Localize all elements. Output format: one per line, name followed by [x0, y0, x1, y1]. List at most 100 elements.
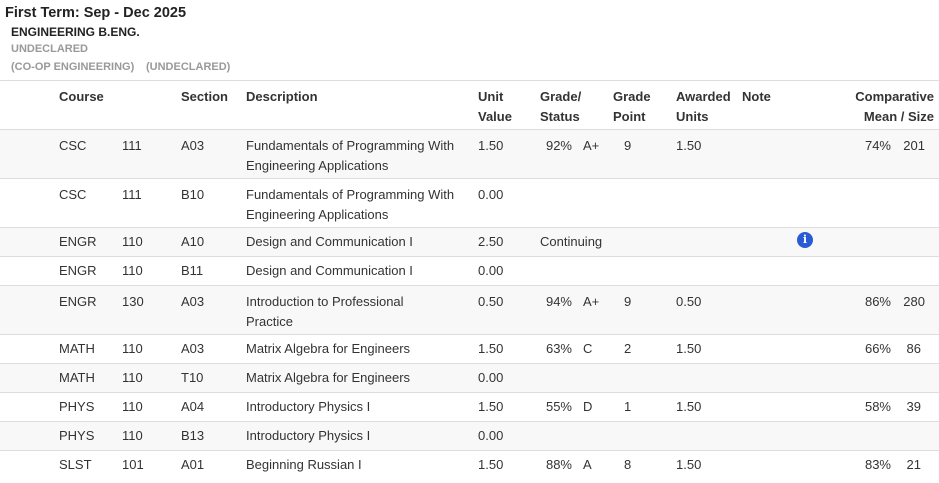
section: T10 [181, 370, 204, 385]
col-awarded-units: Awarded Units [676, 87, 731, 127]
course-subject: ENGR [59, 234, 97, 249]
class-size: 86 [906, 341, 921, 356]
letter-grade: C [583, 341, 593, 356]
col-comparative-line2: Mean / Size [863, 109, 934, 124]
description: Beginning Russian I [246, 457, 362, 472]
option-line: (CO-OP ENGINEERING) (UNDECLARED) [11, 61, 230, 73]
class-size: 39 [906, 399, 921, 414]
section: A03 [181, 341, 205, 356]
program-name: ENGINEERING B.ENG. [11, 25, 140, 39]
unit-value: 2.50 [478, 234, 504, 249]
table-row: CSC 111 B10 Fundamentals of Programming … [0, 179, 939, 228]
course-subject: PHYS [59, 399, 95, 414]
description: Matrix Algebra for Engineers [246, 341, 411, 356]
comparative-mean: 66% [864, 341, 891, 356]
course-subject: ENGR [59, 294, 97, 309]
course-number: 101 [122, 457, 144, 472]
divider [0, 80, 939, 81]
option-label: (CO-OP ENGINEERING) [11, 61, 135, 73]
course-number: 110 [122, 428, 143, 443]
grade-percent: 88% [545, 457, 572, 472]
class-size: 280 [903, 294, 925, 309]
col-comparative-line1: Comparative [855, 89, 934, 104]
comparative-mean: 86% [864, 294, 891, 309]
unit-value: 1.50 [478, 138, 504, 153]
grade-percent: 55% [545, 399, 572, 414]
table-row: PHYS 110 A04 Introductory Physics I 1.50… [0, 393, 939, 422]
course-number: 110 [122, 234, 143, 249]
col-unit-value-line2: Value [478, 109, 512, 124]
section: B13 [181, 428, 205, 443]
unit-value: 1.50 [478, 399, 504, 414]
description: Design and Communication I [246, 234, 413, 249]
col-grade-point-line1: Grade [613, 89, 651, 104]
table-header: Course Section Description Unit Value Gra… [0, 81, 939, 130]
description: Introduction to Professional Practice [246, 294, 404, 329]
comparative-mean: 74% [864, 138, 891, 153]
grade-status: Continuing [540, 234, 603, 249]
info-icon[interactable]: i [797, 232, 813, 248]
section: A10 [181, 234, 205, 249]
grade-point: 2 [624, 341, 632, 356]
description: Matrix Algebra for Engineers [246, 370, 411, 385]
grade-point: 9 [624, 294, 632, 309]
letter-grade: A [583, 457, 592, 472]
course-subject: CSC [59, 138, 87, 153]
course-number: 130 [122, 294, 144, 309]
term-title: First Term: Sep - Dec 2025 [5, 5, 187, 21]
grade-point: 9 [624, 138, 632, 153]
col-description: Description [246, 89, 318, 104]
section: B10 [181, 187, 205, 202]
col-unit-value: Unit Value [478, 87, 512, 127]
col-section: Section [181, 89, 228, 104]
description: Design and Communication I [246, 263, 413, 278]
section: A04 [181, 399, 205, 414]
comparative-mean: 58% [864, 399, 891, 414]
col-grade-status-line2: Status [540, 109, 580, 124]
class-size: 21 [906, 457, 921, 472]
unit-value: 0.50 [478, 294, 504, 309]
col-note: Note [742, 89, 771, 104]
course-number: 110 [122, 370, 143, 385]
table-row: SLST 101 A01 Beginning Russian I 1.50 88… [0, 451, 939, 479]
description: Introductory Physics I [246, 428, 371, 443]
awarded-units: 1.50 [676, 341, 702, 356]
course-subject: ENGR [59, 263, 97, 278]
course-number: 110 [122, 341, 143, 356]
unit-value: 0.00 [478, 428, 504, 443]
unit-value: 0.00 [478, 370, 504, 385]
section: A03 [181, 294, 205, 309]
unit-value: 0.00 [478, 263, 504, 278]
description: Fundamentals of Programming With Enginee… [246, 187, 455, 222]
letter-grade: A+ [583, 294, 600, 309]
letter-grade: A+ [583, 138, 600, 153]
course-number: 111 [122, 187, 142, 202]
course-subject: MATH [59, 370, 95, 385]
col-awarded-units-line2: Units [676, 109, 709, 124]
course-subject: CSC [59, 187, 87, 202]
course-subject: SLST [59, 457, 92, 472]
col-awarded-units-line1: Awarded [676, 89, 731, 104]
col-grade-status-line1: Grade/ [540, 89, 582, 104]
col-grade-point-line2: Point [613, 109, 646, 124]
awarded-units: 0.50 [676, 294, 702, 309]
awarded-units: 1.50 [676, 457, 702, 472]
course-number: 110 [122, 263, 143, 278]
col-course: Course [59, 89, 104, 104]
table-row: PHYS 110 B13 Introductory Physics I 0.00 [0, 422, 939, 451]
unit-value: 1.50 [478, 341, 504, 356]
unit-value: 1.50 [478, 457, 504, 472]
table-row: CSC 111 A03 Fundamentals of Programming … [0, 130, 939, 179]
section: A03 [181, 138, 205, 153]
option-major-label: (UNDECLARED) [146, 61, 231, 73]
section: B11 [181, 263, 204, 278]
awarded-units: 1.50 [676, 399, 702, 414]
grade-percent: 63% [545, 341, 572, 356]
description: Introductory Physics I [246, 399, 371, 414]
course-number: 110 [122, 399, 143, 414]
col-grade-point: Grade Point [613, 87, 651, 127]
table-row: MATH 110 T10 Matrix Algebra for Engineer… [0, 364, 939, 393]
grade-point: 8 [624, 457, 632, 472]
course-subject: PHYS [59, 428, 95, 443]
col-grade-status: Grade/Status [540, 87, 581, 127]
